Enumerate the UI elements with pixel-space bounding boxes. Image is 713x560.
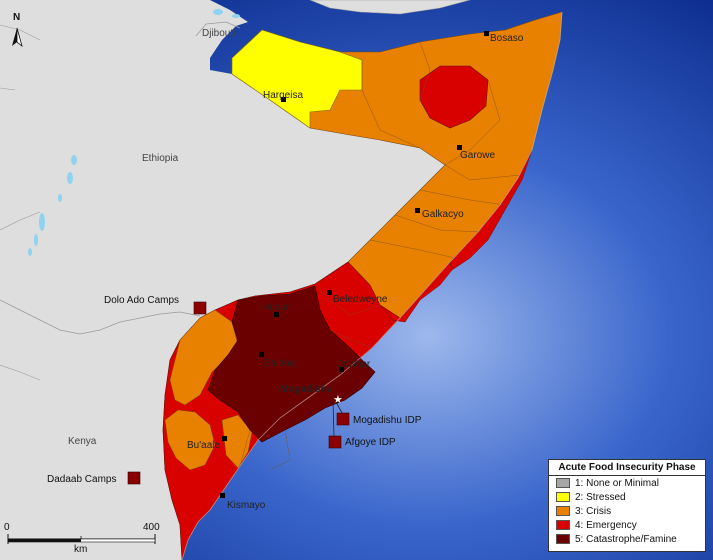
svg-text:Dadaab Camps: Dadaab Camps (47, 474, 116, 485)
svg-text:km: km (74, 544, 87, 555)
city-hudur: Hudur (262, 302, 290, 317)
svg-text:★: ★ (333, 393, 343, 406)
north-arrow-icon: N (12, 12, 23, 48)
svg-text:Mogadishu: Mogadishu (280, 384, 333, 395)
svg-text:Bosaso: Bosaso (490, 33, 524, 44)
border-nw (0, 24, 41, 91)
legend-label: 2: Stressed (575, 491, 626, 503)
label-kenya: Kenya (68, 436, 97, 447)
legend-swatch-phase5 (556, 534, 570, 544)
legend-swatch-phase3 (556, 506, 570, 516)
region-crisis-bay (221, 414, 253, 469)
city-bosaso: Bosaso (484, 31, 524, 44)
legend-label: 4: Emergency (575, 519, 637, 531)
svg-text:Baidoa: Baidoa (264, 358, 296, 369)
city-beledweyne: Beledweyne (327, 290, 388, 305)
city-baidoa: Baidoa (259, 352, 296, 369)
region-emergency-north (419, 65, 489, 129)
legend-item: 3: Crisis (549, 504, 705, 518)
admin-borders (239, 41, 521, 471)
city-mogadishu: Mogadishu ★ (280, 384, 343, 406)
svg-text:Afgoye IDP: Afgoye IDP (345, 437, 396, 448)
legend-title: Acute Food Insecurity Phase (549, 460, 705, 476)
region-crisis-sw (164, 409, 216, 471)
legend-swatch-phase2 (556, 492, 570, 502)
legend-item: 2: Stressed (549, 490, 705, 504)
border-djibouti (195, 21, 241, 37)
arabia-land (309, 0, 471, 15)
svg-text:Galkacyo: Galkacyo (422, 209, 464, 220)
legend-label: 3: Crisis (575, 505, 612, 517)
svg-text:Mogadishu IDP: Mogadishu IDP (353, 415, 422, 426)
city-hargeisa: Hargeisa (263, 90, 303, 102)
svg-text:Hudur: Hudur (262, 302, 290, 313)
camp-mogadishu-idp: Mogadishu IDP (335, 401, 422, 426)
legend-swatch-phase4 (556, 520, 570, 530)
svg-text:0: 0 (4, 522, 10, 533)
legend-label: 5: Catastrophe/Famine (575, 533, 677, 545)
legend-item: 5: Catastrophe/Famine (549, 532, 705, 546)
label-djibouti: Djibouti (202, 28, 235, 39)
coastline (181, 11, 563, 560)
scale-bar: 0 400 km (4, 522, 160, 555)
svg-text:Bu'aale: Bu'aale (187, 440, 220, 451)
city-buaale: Bu'aale (187, 436, 227, 451)
city-garowe: Garowe (457, 145, 495, 161)
svg-text:Beledweyne: Beledweyne (333, 294, 388, 305)
camp-dadaab: Dadaab Camps (47, 471, 141, 485)
svg-text:Jowhar: Jowhar (338, 359, 371, 370)
lakes (28, 9, 240, 256)
svg-text:Hargeisa: Hargeisa (263, 90, 303, 101)
svg-text:Dolo Ado Camps: Dolo Ado Camps (104, 295, 179, 306)
region-stressed (231, 29, 363, 129)
city-jowhar: Jowhar (338, 359, 371, 372)
legend-item: 4: Emergency (549, 518, 705, 532)
legend: Acute Food Insecurity Phase 1: None or M… (548, 459, 706, 552)
mainland (0, 0, 445, 560)
border-west (0, 211, 41, 231)
camp-afgoye-idp: Afgoye IDP (328, 401, 396, 449)
camp-dolo-ado: Dolo Ado Camps (104, 295, 207, 315)
svg-text:400: 400 (143, 522, 160, 533)
legend-label: 1: None or Minimal (575, 477, 659, 489)
svg-text:Kismayo: Kismayo (227, 500, 266, 511)
svg-text:N: N (13, 12, 20, 23)
legend-item: 1: None or Minimal (549, 476, 705, 490)
legend-swatch-phase1 (556, 478, 570, 488)
svg-text:Garowe: Garowe (460, 150, 495, 161)
city-galkacyo: Galkacyo (415, 208, 464, 220)
border-ethiopia-kenya (0, 299, 201, 335)
label-ethiopia: Ethiopia (142, 153, 179, 164)
city-kismayo: Kismayo (220, 493, 266, 511)
border-sw (0, 364, 41, 381)
